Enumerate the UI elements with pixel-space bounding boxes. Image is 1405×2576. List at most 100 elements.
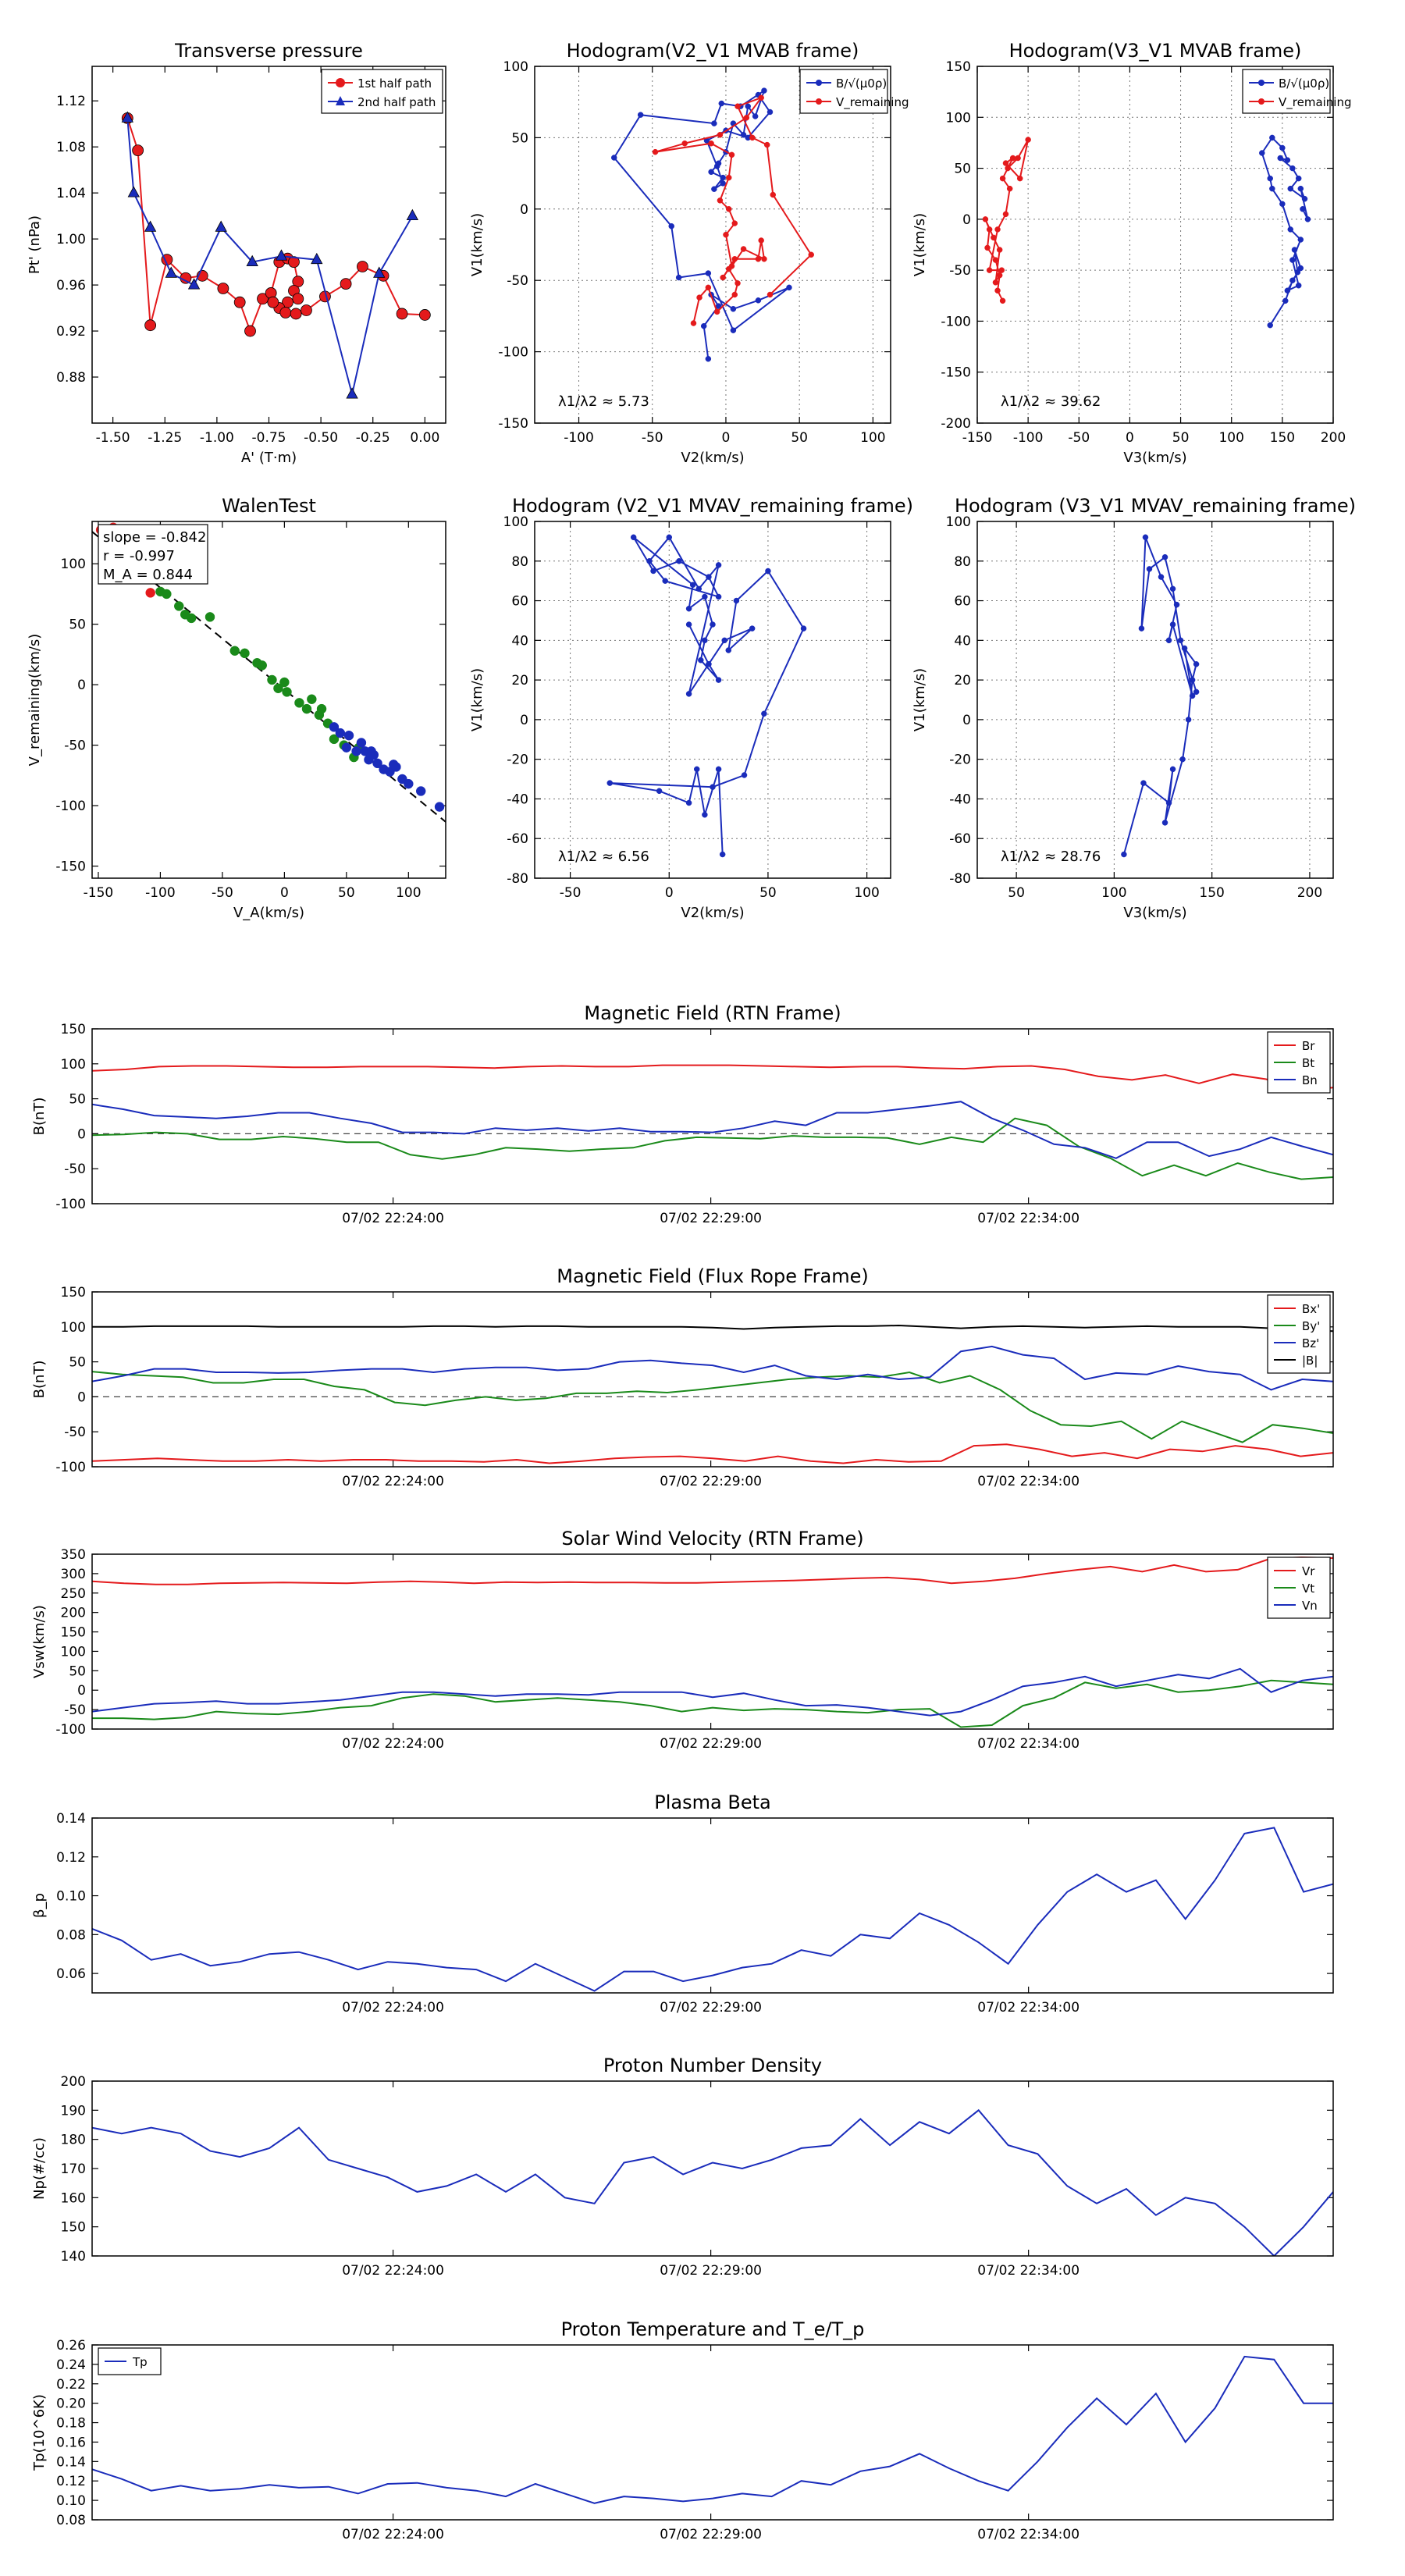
- y-tick-label: 250: [61, 1586, 86, 1602]
- chart-title: Magnetic Field (Flux Rope Frame): [557, 1265, 868, 1287]
- ratio-annotation: λ1/λ2 ≈ 39.62: [1001, 393, 1101, 410]
- chart-pt: Transverse pressure 0.88 0.92 0.96 1.00 1.04 1…: [27, 40, 446, 466]
- data-point: [307, 694, 317, 704]
- x-tick-label: -1.50: [96, 430, 130, 446]
- data-point: [244, 325, 256, 337]
- data-point: [1015, 155, 1021, 162]
- legend-label: By': [1302, 1319, 1320, 1333]
- y-tick-label: 50: [954, 162, 971, 177]
- series-line-Np: [92, 2108, 1333, 2256]
- legend-box: [1242, 69, 1331, 114]
- data-point: [165, 266, 177, 278]
- data-point: [731, 220, 738, 226]
- data-point: [144, 220, 157, 232]
- data-point: [708, 140, 714, 147]
- x-tick-label: -100: [145, 885, 176, 901]
- data-point: [217, 283, 229, 294]
- data-point: [711, 186, 717, 192]
- data-point: [1289, 257, 1296, 263]
- data-point: [994, 226, 1001, 233]
- y-axis-label: B(nT): [31, 1361, 48, 1399]
- data-point: [725, 174, 732, 181]
- data-point: [1169, 621, 1176, 628]
- chart-hodo4: Hodogram (V3_V1 MVAV_remaining frame) -80…: [912, 495, 1356, 921]
- legend-box: [321, 69, 443, 114]
- data-point: [717, 197, 724, 204]
- data-point: [786, 284, 792, 291]
- legend-marker: [816, 80, 822, 86]
- y-tick-label: 0: [77, 1683, 86, 1699]
- chart-title: Hodogram(V3_V1 MVAB frame): [1009, 40, 1302, 62]
- data-point: [1287, 226, 1294, 233]
- legend-box: [799, 69, 888, 114]
- y-tick-label: -60: [507, 831, 528, 847]
- y-tick-label: 0: [77, 678, 86, 693]
- y-tick-label: 190: [61, 2103, 86, 2119]
- data-point: [373, 266, 386, 278]
- legend-marker: [336, 78, 345, 87]
- ratio-annotation: λ1/λ2 ≈ 6.56: [558, 849, 649, 865]
- data-point: [121, 111, 133, 123]
- data-point: [406, 208, 419, 221]
- data-point: [292, 293, 304, 305]
- legend-label: Br: [1302, 1039, 1315, 1053]
- data-point: [690, 320, 697, 326]
- data-point: [749, 625, 756, 632]
- y-tick-label: 0.24: [56, 2357, 86, 2373]
- x-tick-label: -0.50: [304, 430, 338, 446]
- plot-frame: [91, 2080, 1334, 2257]
- data-point: [434, 802, 445, 812]
- data-point: [1193, 688, 1200, 696]
- data-point: [800, 625, 807, 632]
- data-point: [767, 291, 774, 298]
- chart-np: Proton Number Density 140 150 160 170 180 190 2…: [31, 2055, 1334, 2279]
- data-point: [1267, 322, 1273, 329]
- data-point: [992, 257, 999, 263]
- data-point: [351, 746, 361, 756]
- y-tick-label: 150: [61, 1285, 86, 1300]
- data-point: [740, 246, 747, 252]
- y-tick-label: 0: [962, 212, 971, 228]
- data-point: [1142, 534, 1149, 541]
- data-point: [606, 780, 614, 786]
- chart-hodo1: Hodogram(V2_V1 MVAB frame) -150 -100 -50 0 50…: [469, 40, 909, 466]
- data-point: [1121, 851, 1127, 858]
- data-point: [290, 308, 302, 320]
- data-point: [1295, 282, 1302, 289]
- data-point: [162, 589, 172, 600]
- y-tick-label: 350: [61, 1547, 86, 1563]
- data-point: [366, 746, 376, 756]
- data-point: [1177, 637, 1184, 644]
- data-point: [267, 296, 279, 308]
- data-point: [288, 256, 300, 269]
- data-point: [752, 113, 759, 119]
- x-tick-label: -150: [84, 885, 114, 901]
- x-axis-label: V2(km/s): [681, 905, 744, 921]
- data-point: [715, 562, 722, 568]
- data-point: [994, 287, 1001, 294]
- y-tick-label: -50: [64, 738, 86, 754]
- y-tick-label: 0: [77, 1126, 86, 1142]
- data-point: [696, 294, 702, 301]
- data-layer: [1121, 534, 1200, 858]
- series-line-Vt: [92, 1679, 1333, 1728]
- legend-label: Bt: [1302, 1056, 1314, 1070]
- y-axis-label: Tp(10^6K): [31, 2394, 48, 2471]
- legend-label: Bn: [1302, 1073, 1318, 1087]
- data-point: [1297, 265, 1304, 272]
- data-layer: [92, 2355, 1333, 2504]
- data-point: [1179, 756, 1186, 763]
- y-tick-label: 20: [954, 673, 971, 688]
- y-tick-label: 0.26: [56, 2338, 86, 2354]
- series-line-B/√(μ0ρ): [1261, 136, 1309, 326]
- chart-title: Plasma Beta: [654, 1791, 770, 1813]
- data-point: [186, 613, 197, 624]
- data-point: [720, 180, 726, 187]
- data-point: [1282, 297, 1289, 304]
- data-point: [1009, 155, 1016, 162]
- data-point: [765, 568, 771, 575]
- data-point: [240, 648, 250, 659]
- x-axis-label: V_A(km/s): [233, 905, 304, 921]
- series-line-Vr: [92, 1556, 1333, 1585]
- x-tick-label: 07/02 22:34:00: [977, 1211, 1080, 1226]
